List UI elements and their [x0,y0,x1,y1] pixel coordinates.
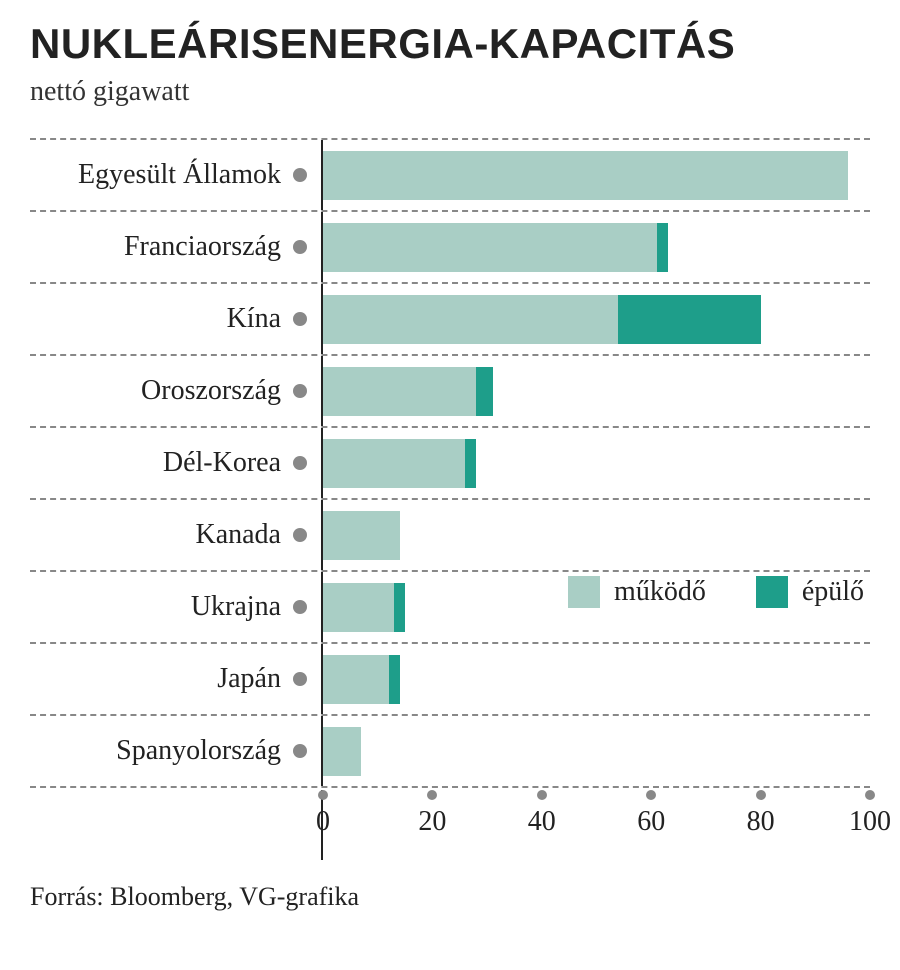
chart-row: Japán [30,642,870,714]
x-tick: 20 [418,790,446,838]
bar-track [321,356,870,426]
row-marker-dot [293,384,307,398]
bar-segment-building [618,295,760,344]
bar-track [321,716,870,786]
bar-stack [323,655,870,704]
bar-segment-building [394,583,405,632]
row-marker-dot [293,456,307,470]
tick-dot [537,790,547,800]
bar-segment-operating [323,655,389,704]
legend-label: működő [614,576,706,608]
bar-stack [323,151,870,200]
legend: működő épülő [568,576,864,608]
bar-track [321,500,870,570]
bar-segment-operating [323,511,400,560]
chart-row: Kína [30,282,870,354]
tick-label: 100 [849,806,891,838]
chart-row: Oroszország [30,354,870,426]
bar-stack [323,295,870,344]
bar-track [321,140,870,210]
category-label: Japán [30,663,293,695]
legend-item-building: épülő [756,576,864,608]
bar-track [321,428,870,498]
chart-area: Egyesült Államok Franciaország Kína Oroszor… [30,138,870,860]
chart-row: Egyesült Államok [30,138,870,210]
x-tick: 0 [316,790,330,838]
chart-row: Dél-Korea [30,426,870,498]
category-label: Kanada [30,519,293,551]
row-marker-dot [293,312,307,326]
bar-stack [323,223,870,272]
category-label: Spanyolország [30,735,293,767]
category-label: Kína [30,303,293,335]
x-tick: 60 [637,790,665,838]
bar-segment-building [657,223,668,272]
chart-title: NUKLEÁRISENERGIA-KAPACITÁS [30,20,870,68]
bar-segment-building [389,655,400,704]
row-marker-dot [293,168,307,182]
category-label: Ukrajna [30,591,293,623]
axis-track: 020406080100 [321,790,870,860]
x-tick: 80 [747,790,775,838]
bar-segment-operating [323,295,618,344]
tick-label: 0 [316,806,330,838]
bar-stack [323,367,870,416]
x-tick: 100 [849,790,891,838]
tick-label: 80 [747,806,775,838]
tick-dot [318,790,328,800]
bar-track [321,644,870,714]
x-tick: 40 [528,790,556,838]
tick-label: 40 [528,806,556,838]
category-label: Oroszország [30,375,293,407]
chart-subtitle: nettó gigawatt [30,76,870,108]
bar-segment-operating [323,367,476,416]
tick-dot [865,790,875,800]
tick-dot [427,790,437,800]
row-marker-dot [293,240,307,254]
bar-segment-operating [323,583,394,632]
bar-segment-building [476,367,492,416]
x-axis: 020406080100 [30,788,870,860]
bar-segment-operating [323,439,465,488]
bar-segment-operating [323,151,848,200]
tick-dot [646,790,656,800]
row-marker-dot [293,600,307,614]
tick-dot [756,790,766,800]
chart-row: Franciaország [30,210,870,282]
category-label: Franciaország [30,231,293,263]
row-marker-dot [293,744,307,758]
row-marker-dot [293,672,307,686]
bar-stack [323,727,870,776]
bar-stack [323,511,870,560]
bar-segment-operating [323,727,361,776]
bar-stack [323,439,870,488]
bar-track [321,284,870,354]
tick-label: 20 [418,806,446,838]
legend-swatch [568,576,600,608]
chart-source: Forrás: Bloomberg, VG-grafika [30,882,870,912]
bar-segment-operating [323,223,657,272]
chart-row: Spanyolország [30,714,870,788]
legend-swatch [756,576,788,608]
bar-track [321,212,870,282]
category-label: Dél-Korea [30,447,293,479]
row-marker-dot [293,528,307,542]
chart-row: Kanada [30,498,870,570]
legend-label: épülő [802,576,864,608]
tick-label: 60 [637,806,665,838]
legend-item-operating: működő [568,576,706,608]
category-label: Egyesült Államok [30,159,293,191]
bar-segment-building [465,439,476,488]
